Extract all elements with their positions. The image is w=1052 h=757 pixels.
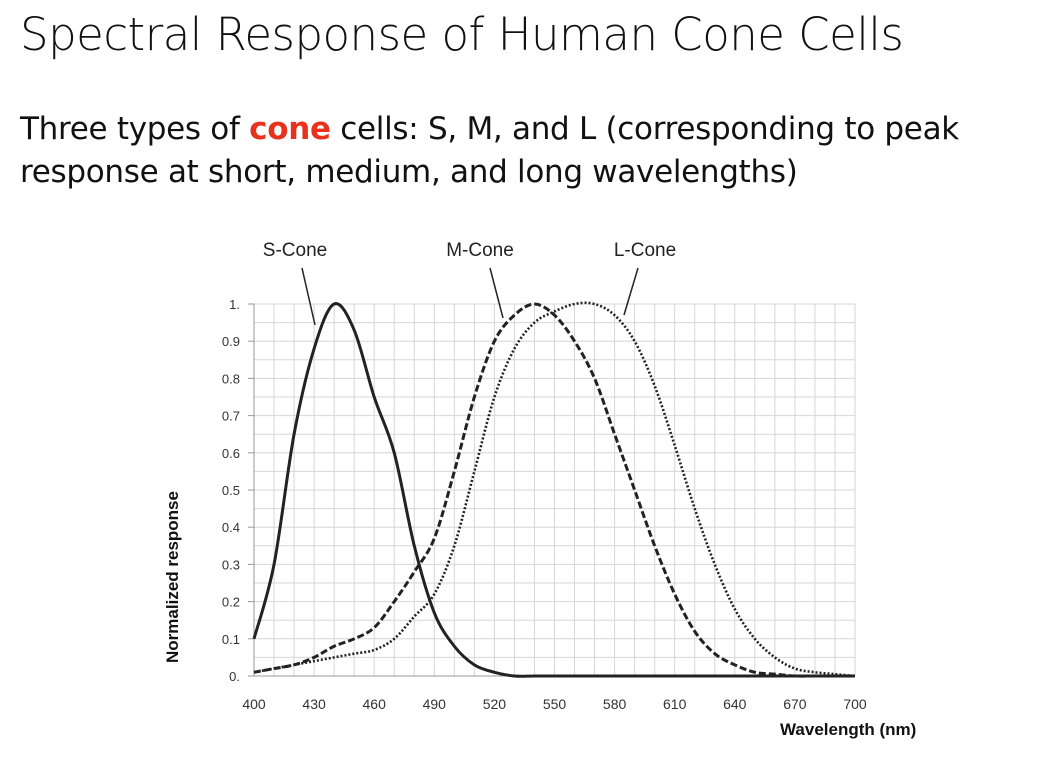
subtitle-text: cells: S, M, and L (corresponding to pea… <box>330 111 959 147</box>
y-tick-label: 0.9 <box>222 334 240 349</box>
x-axis-label: Wavelength (nm) <box>780 720 917 739</box>
slide-title: Spectral Response of Human Cone Cells <box>20 8 904 61</box>
annotation-leader-line <box>489 267 504 319</box>
series-line-m-cone <box>253 302 855 678</box>
annotation-leader-line <box>301 267 316 326</box>
x-tick-label: 520 <box>483 696 507 712</box>
y-tick-label: 0.5 <box>222 483 240 498</box>
x-tick-label: 400 <box>242 696 266 712</box>
legend-label-m-cone: M-Cone <box>446 240 514 261</box>
legend-label-l-cone: L-Cone <box>614 240 676 261</box>
y-tick-label: 0. <box>229 669 240 684</box>
x-tick-label: 490 <box>423 696 447 712</box>
y-tick-label: 0.1 <box>222 632 240 647</box>
y-tick-label: 0.6 <box>222 446 240 461</box>
x-tick-label: 640 <box>723 696 747 712</box>
x-tick-label: 460 <box>363 696 387 712</box>
x-tick-label: 430 <box>302 696 326 712</box>
y-tick-label: 0.4 <box>222 520 240 535</box>
series-line-l-cone <box>253 301 856 678</box>
legend-label-s-cone: S-Cone <box>263 240 327 261</box>
y-tick-label: 0.2 <box>222 595 240 610</box>
subtitle-text: response at short, medium, and long wave… <box>20 154 798 190</box>
x-tick-label: 610 <box>663 696 687 712</box>
x-tick-label: 550 <box>543 696 567 712</box>
x-tick-label: 580 <box>603 696 627 712</box>
y-tick-label: 0.3 <box>222 557 240 572</box>
y-tick-label: 0.7 <box>222 409 240 424</box>
x-tick-label: 700 <box>843 696 867 712</box>
x-tick-label: 670 <box>783 696 807 712</box>
y-axis-label: Normalized response <box>163 491 182 663</box>
subtitle-text: Three types of <box>20 111 250 147</box>
slide-subtitle: Three types of cone cells: S, M, and L (… <box>20 108 959 194</box>
annotation-leader-line <box>623 267 639 316</box>
y-tick-label: 0.8 <box>222 371 240 386</box>
series-line-s-cone <box>252 302 855 678</box>
y-tick-label: 1. <box>229 297 240 312</box>
subtitle-highlight: cone <box>249 111 331 147</box>
